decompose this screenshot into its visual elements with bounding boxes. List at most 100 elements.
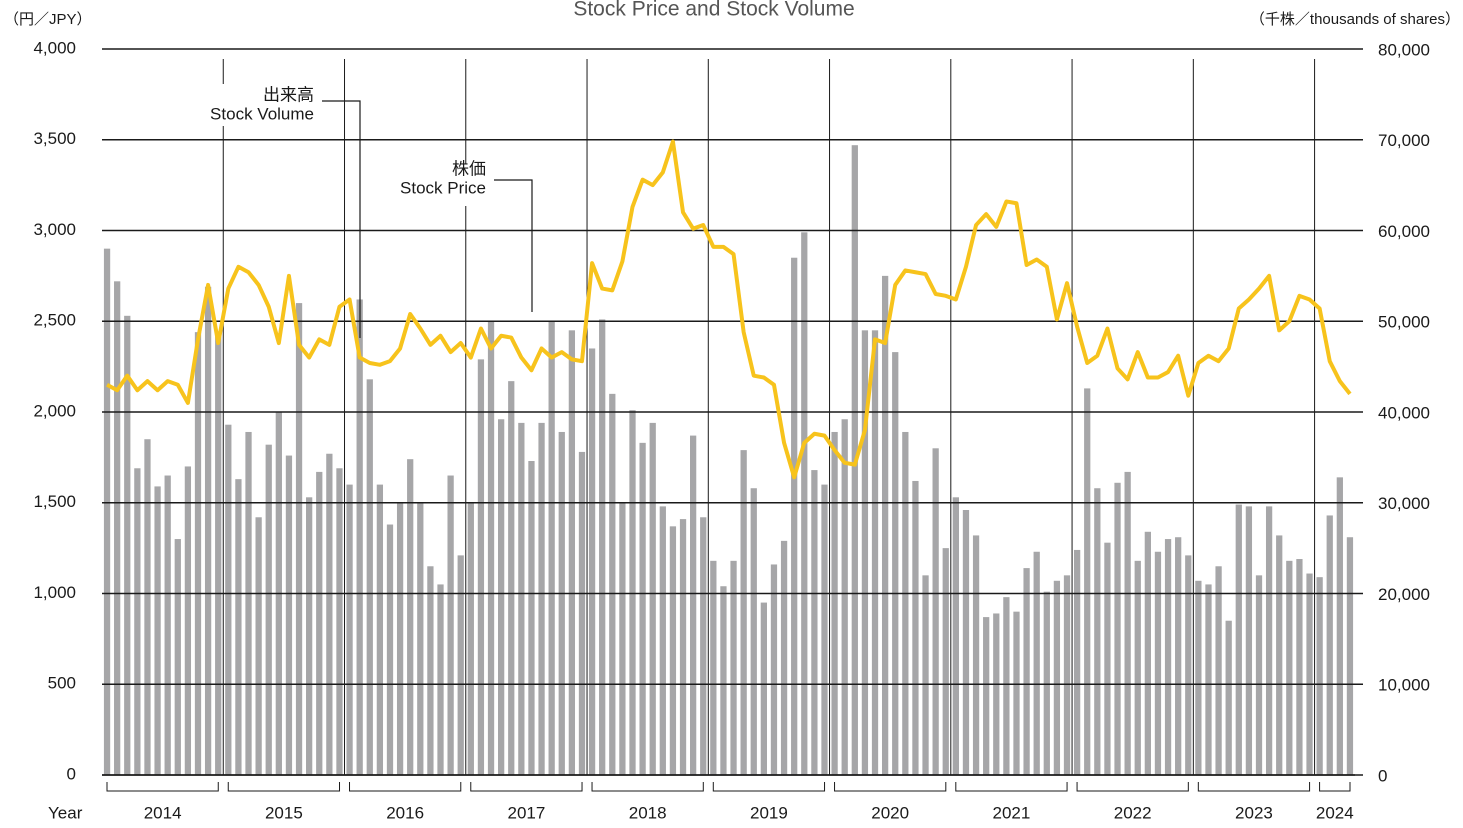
year-bracket	[834, 782, 947, 792]
bar	[346, 484, 353, 775]
bar	[498, 419, 505, 775]
bar	[649, 422, 656, 775]
bar	[306, 497, 313, 775]
y-tick-label: 4,000	[33, 38, 76, 57]
price-line	[106, 139, 1352, 480]
y-tick-label: 2,500	[33, 311, 76, 330]
bar	[1316, 577, 1323, 775]
year-bracket	[349, 782, 462, 792]
bar	[1235, 504, 1242, 775]
x-tick-label: 2017	[507, 803, 545, 822]
leader-line	[494, 179, 533, 312]
bar	[932, 448, 939, 775]
bar	[629, 410, 636, 775]
annotation-bg	[175, 84, 320, 126]
y-tick-label: 2,000	[33, 401, 76, 420]
bar	[1205, 584, 1212, 775]
bar	[437, 584, 444, 775]
bar	[1296, 559, 1303, 775]
bar	[983, 617, 990, 775]
bar	[356, 299, 363, 775]
bar	[1225, 620, 1232, 775]
bar	[265, 444, 272, 775]
bar	[690, 435, 697, 775]
y2-tick-label: 50,000	[1378, 313, 1430, 332]
bar	[225, 424, 232, 775]
bar	[1114, 482, 1121, 775]
bar	[1084, 388, 1091, 775]
bar	[780, 540, 788, 775]
bar	[1276, 535, 1283, 775]
bar	[599, 319, 606, 775]
bar	[952, 497, 959, 775]
bar	[1104, 542, 1111, 775]
x-tick-label: 2016	[386, 803, 424, 822]
bar	[922, 575, 929, 775]
bar	[326, 453, 333, 775]
bar	[316, 471, 323, 775]
bar	[407, 459, 414, 775]
bar	[700, 517, 707, 775]
bar	[750, 488, 757, 775]
y2-tick-label: 40,000	[1378, 403, 1430, 422]
annotation: Stock Price	[400, 178, 486, 197]
bar	[1306, 573, 1313, 775]
x-tick-label: 2023	[1235, 803, 1273, 822]
y-tick-label: 1,500	[33, 492, 76, 511]
annotation: 株価	[452, 159, 486, 178]
bar	[1346, 537, 1354, 775]
bar	[1033, 551, 1040, 775]
bar	[124, 315, 131, 775]
bar	[245, 431, 252, 775]
bar	[487, 321, 495, 775]
y2-tick-label: 70,000	[1378, 131, 1430, 150]
bar	[578, 451, 586, 775]
y-axis-unit: （円／JPY）	[4, 11, 92, 28]
bar	[508, 381, 515, 775]
bar	[710, 560, 717, 775]
year-bracket	[470, 782, 583, 792]
bar	[821, 484, 828, 775]
bar	[841, 419, 848, 775]
bar	[993, 613, 1000, 775]
bar	[376, 484, 384, 775]
year-bracket	[106, 782, 219, 792]
bar	[801, 232, 808, 775]
bar	[417, 502, 424, 775]
bar	[1094, 488, 1101, 775]
bar	[174, 539, 181, 775]
bar	[427, 566, 434, 775]
annotation: Stock Volume	[210, 104, 314, 123]
bar	[871, 330, 879, 775]
year-bracket	[1076, 782, 1189, 792]
bar	[659, 506, 666, 775]
y2-tick-label: 60,000	[1378, 222, 1430, 241]
bar	[477, 359, 485, 775]
y-tick-label: 1,000	[33, 583, 76, 602]
bar	[1023, 568, 1030, 775]
bar	[1326, 515, 1333, 775]
bar	[1134, 560, 1141, 775]
bar	[1265, 506, 1273, 775]
bar	[881, 275, 889, 775]
y2-tick-label: 20,000	[1378, 585, 1430, 604]
bar	[1336, 477, 1343, 775]
bar	[942, 548, 949, 775]
bar	[760, 602, 767, 775]
bar	[447, 475, 454, 775]
bar	[1003, 597, 1010, 775]
bar	[215, 335, 222, 775]
bar	[1154, 551, 1162, 775]
bar	[548, 321, 555, 775]
year-bracket	[591, 782, 704, 792]
chart-title: Stock Price and Stock Volume	[573, 0, 854, 21]
bar	[144, 439, 151, 775]
x-tick-label: 2022	[1114, 803, 1152, 822]
bar	[791, 257, 798, 776]
bar	[457, 555, 464, 775]
bar	[295, 303, 303, 775]
bar	[1185, 555, 1192, 775]
bar	[366, 379, 373, 775]
bar	[831, 431, 838, 775]
